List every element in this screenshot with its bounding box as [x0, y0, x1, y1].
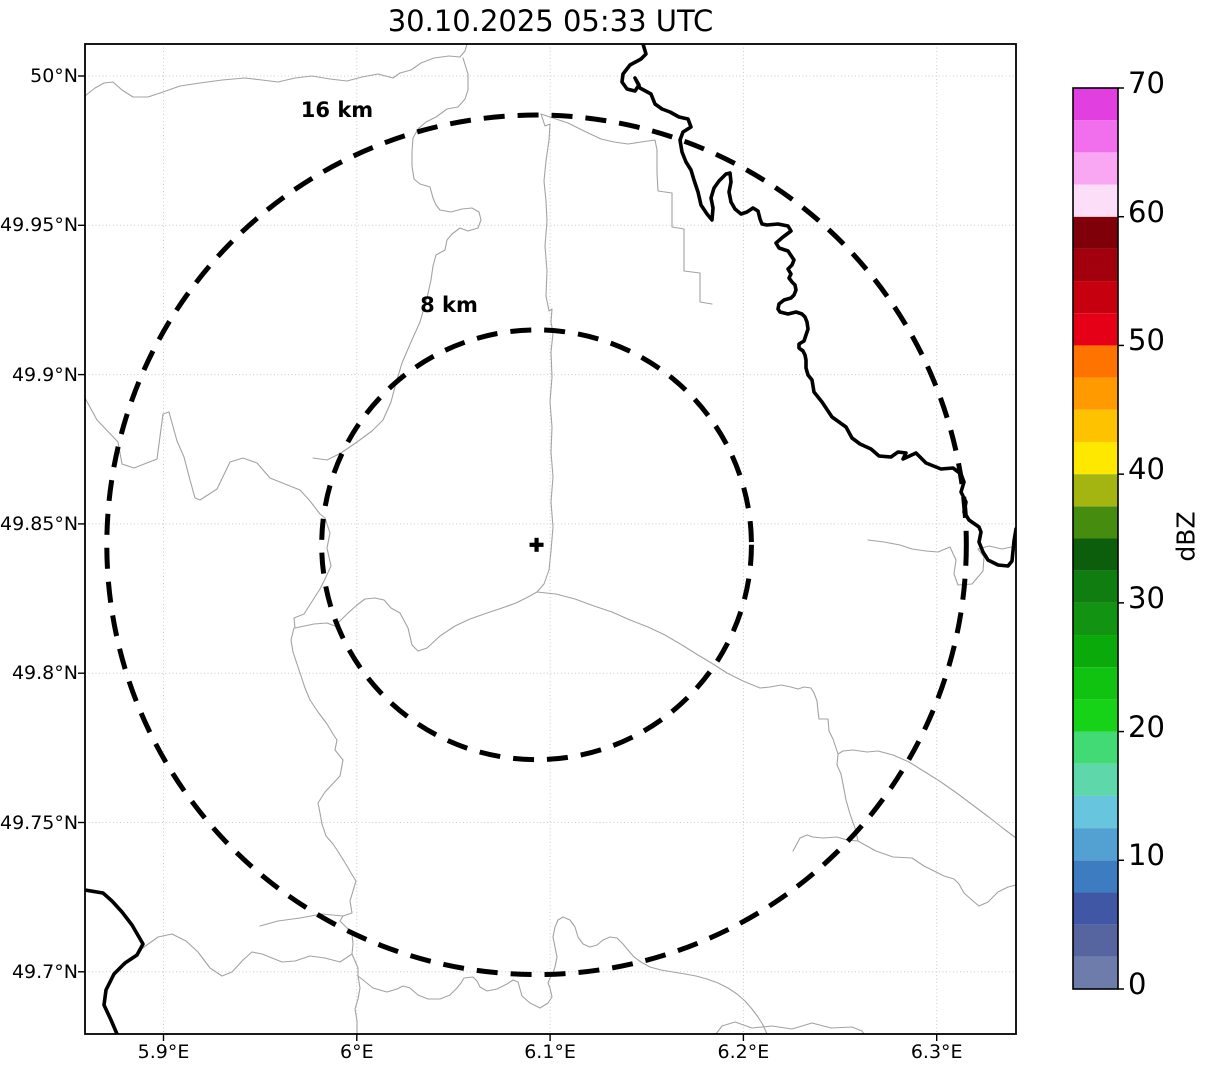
colorbar-tick-label-1: 10	[1128, 838, 1165, 873]
radar-site-marker	[529, 537, 544, 552]
colorbar-tick-label-2: 20	[1128, 709, 1165, 744]
colorbar-tick-label-4: 40	[1128, 452, 1165, 487]
y-tick-label-4: 49.8°N	[11, 662, 78, 685]
gridlines	[85, 44, 1016, 1034]
y-tick-label-6: 49.7°N	[11, 960, 78, 983]
x-tick-label-2: 6.1°E	[524, 1041, 576, 1063]
axis-ticks	[78, 75, 938, 1041]
x-tick-label-4: 6.3°E	[910, 1041, 963, 1063]
range-ring-label-16km: 16 km	[300, 98, 374, 122]
y-tick-label-3: 49.85°N	[0, 512, 79, 535]
colorbar-tick-label-0: 0	[1128, 967, 1147, 1001]
range-ring-label-8km: 8 km	[420, 293, 478, 317]
admin-boundary-lines	[85, 44, 1016, 1034]
y-tick-label-0: 50°N	[30, 65, 78, 87]
y-tick-label-5: 49.75°N	[0, 811, 79, 834]
x-tick-label-1: 6°E	[340, 1041, 374, 1063]
colorbar-tick-label-6: 60	[1128, 194, 1165, 229]
y-tick-label-1: 49.95°N	[0, 214, 79, 237]
country-border-lines	[85, 44, 1016, 1034]
colorbar	[1072, 87, 1124, 990]
colorbar-tick-label-5: 50	[1128, 323, 1165, 358]
plot-title: 30.10.2025 05:33 UTC	[387, 4, 714, 38]
colorbar-tick-label-7: 70	[1128, 66, 1165, 100]
y-tick-label-2: 49.9°N	[11, 363, 78, 386]
range-rings	[104, 112, 969, 978]
colorbar-title: dBZ	[1171, 511, 1201, 562]
x-tick-label-3: 6.2°E	[717, 1041, 770, 1063]
colorbar-tick-label-3: 30	[1128, 580, 1165, 615]
x-tick-label-0: 5.9°E	[137, 1041, 190, 1063]
plot-frame	[84, 43, 1017, 1035]
